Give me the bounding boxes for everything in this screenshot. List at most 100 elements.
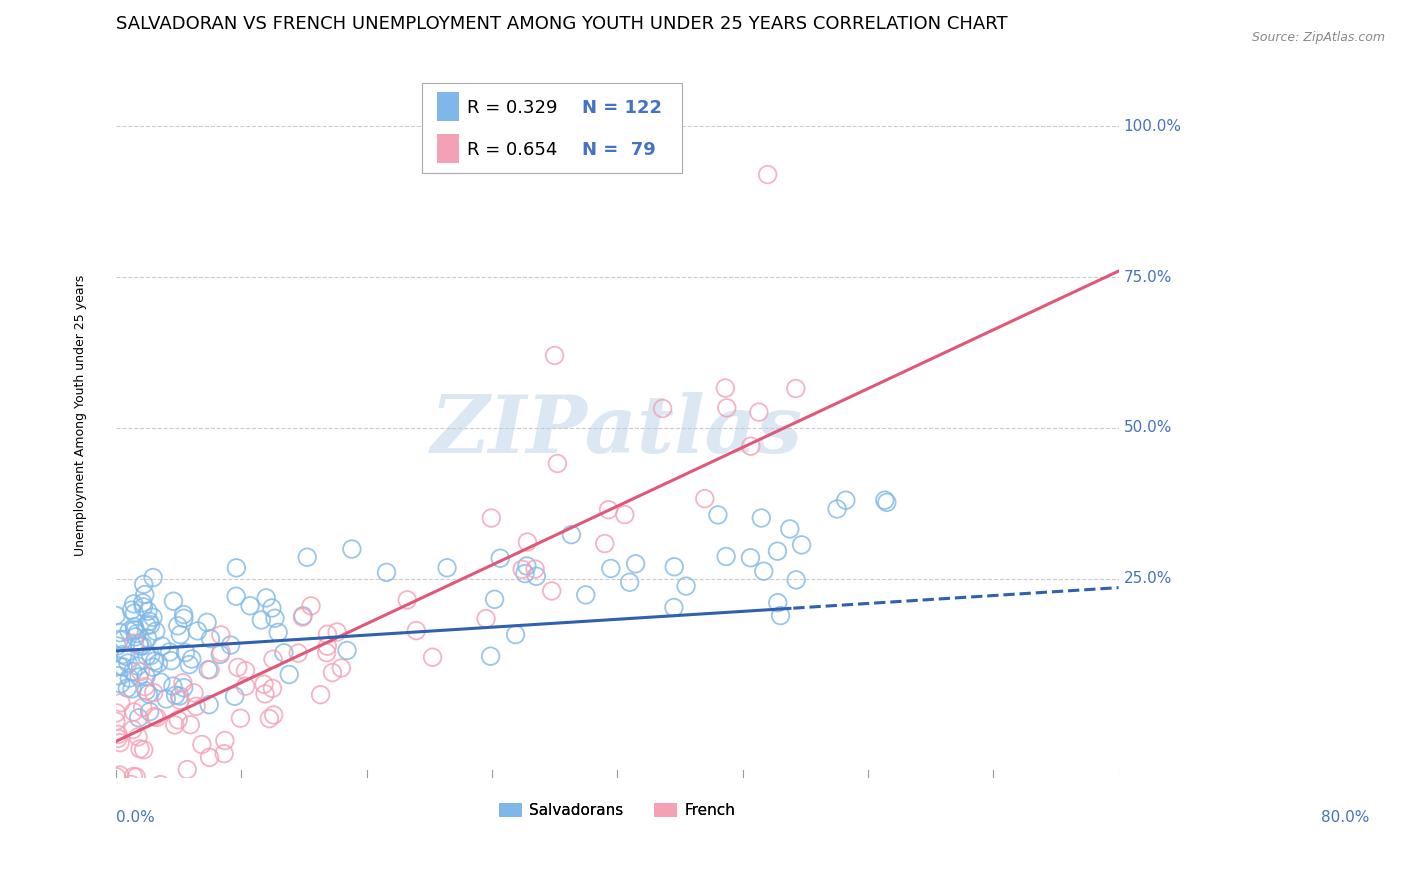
Point xyxy=(129,741,152,756)
Point xyxy=(225,589,247,603)
Point xyxy=(128,637,150,651)
Point xyxy=(235,664,257,678)
Point xyxy=(111,648,134,662)
Point xyxy=(326,625,349,640)
Point xyxy=(136,631,159,645)
Point xyxy=(278,667,301,681)
Point xyxy=(790,538,813,552)
Point xyxy=(118,624,141,639)
Point xyxy=(179,717,201,731)
Point xyxy=(226,660,249,674)
Point xyxy=(540,584,562,599)
Point xyxy=(785,382,807,396)
Point xyxy=(179,657,201,672)
Point xyxy=(422,650,444,665)
Point xyxy=(132,577,155,591)
Point xyxy=(835,493,858,508)
Point xyxy=(132,596,155,610)
Point xyxy=(138,687,160,701)
Point xyxy=(118,671,141,685)
Point xyxy=(129,639,152,653)
Point xyxy=(169,627,191,641)
Point xyxy=(267,625,290,640)
Point xyxy=(135,648,157,663)
Point xyxy=(505,627,527,641)
Point xyxy=(191,738,214,752)
Point xyxy=(124,636,146,650)
Point xyxy=(316,639,339,653)
Point xyxy=(295,550,318,565)
Point xyxy=(142,610,165,624)
Point xyxy=(475,612,498,626)
Point xyxy=(166,619,188,633)
Point xyxy=(225,561,247,575)
Point xyxy=(162,594,184,608)
Point xyxy=(273,646,295,660)
Point xyxy=(125,770,148,784)
Point xyxy=(336,643,359,657)
Point xyxy=(105,770,128,784)
Point xyxy=(136,618,159,632)
Point xyxy=(142,570,165,584)
Point xyxy=(160,654,183,668)
Point xyxy=(662,600,685,615)
Point xyxy=(714,381,737,395)
Point xyxy=(254,591,277,605)
Point xyxy=(516,535,538,549)
Point xyxy=(142,660,165,674)
Point xyxy=(138,705,160,719)
Point xyxy=(122,770,145,784)
Point xyxy=(183,686,205,700)
Point xyxy=(104,714,127,729)
Point xyxy=(510,562,533,576)
Point xyxy=(122,705,145,719)
Text: N = 122: N = 122 xyxy=(582,99,662,117)
Point xyxy=(436,561,458,575)
Point xyxy=(195,615,218,630)
Point xyxy=(128,711,150,725)
Point xyxy=(122,723,145,737)
Point xyxy=(524,562,547,576)
Point xyxy=(239,599,262,613)
Point xyxy=(316,627,339,641)
Point xyxy=(104,608,127,623)
Point xyxy=(184,699,207,714)
Point xyxy=(143,654,166,668)
Point xyxy=(127,659,149,673)
Point xyxy=(132,743,155,757)
Point xyxy=(613,508,636,522)
Text: ZIPatlas: ZIPatlas xyxy=(432,392,803,469)
FancyBboxPatch shape xyxy=(422,83,682,173)
Point xyxy=(145,624,167,639)
Point xyxy=(675,579,697,593)
Point xyxy=(127,730,149,744)
Point xyxy=(174,646,197,660)
Point xyxy=(131,700,153,714)
Point xyxy=(112,660,135,674)
Point xyxy=(143,709,166,723)
Point xyxy=(139,648,162,663)
Point xyxy=(122,597,145,611)
Point xyxy=(107,731,129,746)
Point xyxy=(224,690,246,704)
Point xyxy=(825,502,848,516)
Point xyxy=(149,675,172,690)
Point xyxy=(599,561,621,575)
Point xyxy=(125,626,148,640)
Point xyxy=(124,623,146,637)
Point xyxy=(131,639,153,653)
Point xyxy=(108,659,131,673)
Point xyxy=(253,677,276,691)
Point xyxy=(138,615,160,629)
Point xyxy=(180,652,202,666)
Point xyxy=(124,606,146,620)
Point xyxy=(543,349,565,363)
Point xyxy=(235,679,257,693)
Point xyxy=(260,601,283,615)
Point xyxy=(752,564,775,578)
Point xyxy=(172,675,194,690)
Point xyxy=(209,645,232,659)
Point xyxy=(169,693,191,707)
Point xyxy=(330,661,353,675)
Point xyxy=(146,710,169,724)
